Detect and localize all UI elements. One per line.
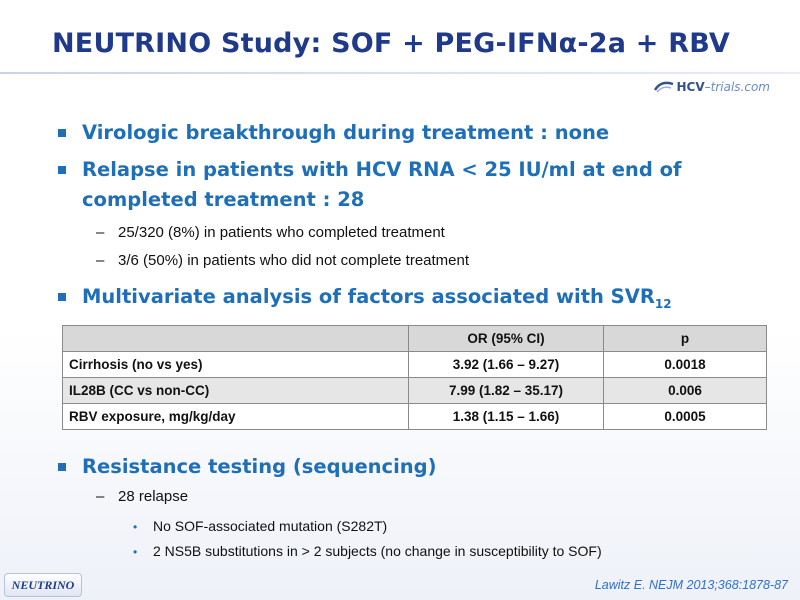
table-header-row: OR (95% CI) p [62,325,767,352]
slide-title: NEUTRINO Study: SOF + PEG-IFNα-2a + RBV [52,28,730,59]
bullet-multivariate: Multivariate analysis of factors associa… [58,282,758,319]
sub-bullet-completed: –25/320 (8%) in patients who completed t… [96,224,445,241]
table-cell: IL28B (CC vs non-CC) [62,377,409,404]
dot-bullet-icon: • [133,520,138,534]
sub-bullet-text: 28 relapse [118,488,189,505]
table-cell: 0.0018 [603,351,767,378]
table-cell: 3.92 (1.66 – 9.27) [408,351,604,378]
square-bullet-icon [58,463,66,471]
logo-dash: – [704,80,711,94]
logo-swoosh-icon [653,81,673,93]
table-cell: 0.006 [603,377,767,404]
table-cell: Cirrhosis (no vs yes) [62,351,409,378]
bullet-text: Multivariate analysis of factors associa… [82,285,655,308]
table-cell: 7.99 (1.82 – 35.17) [408,377,604,404]
citation: Lawitz E. NEJM 2013;368:1878-87 [594,578,788,592]
logo-trials: trials.com [710,80,770,94]
dash-bullet-icon: – [96,488,105,505]
sub-sub-bullet-mutation: • No SOF-associated mutation (S282T) [133,518,387,534]
dot-bullet-icon: • [133,545,138,559]
table-cell: RBV exposure, mg/kg/day [62,403,409,430]
square-bullet-icon [58,166,66,174]
bullet-text-line2: completed treatment : 28 [82,188,365,211]
table-header-cell [62,325,409,352]
svr-subscript: 12 [654,296,672,311]
sub-bullet-text: 3/6 (50%) in patients who did not comple… [118,252,470,269]
sub-sub-bullet-substitutions: • 2 NS5B substitutions in > 2 subjects (n… [133,543,602,559]
bullet-text: Virologic breakthrough during treatment … [82,121,610,144]
sub-bullet-not-completed: –3/6 (50%) in patients who did not compl… [96,252,469,269]
sub-sub-bullet-text: 2 NS5B substitutions in > 2 subjects (no… [153,543,602,559]
sub-bullet-relapse: –28 relapse [96,488,188,505]
dash-bullet-icon: – [96,224,105,241]
bullet-text: Resistance testing (sequencing) [82,455,437,478]
table-header-cell: OR (95% CI) [408,325,604,352]
bullet-relapse: Relapse in patients with HCV RNA < 25 IU… [58,155,758,215]
table-cell: 1.38 (1.15 – 1.66) [408,403,604,430]
title-divider [0,72,800,74]
logo-hcv: HCV [676,80,705,94]
bullet-resistance: Resistance testing (sequencing) [58,452,758,482]
table-row: RBV exposure, mg/kg/day 1.38 (1.15 – 1.6… [62,403,767,430]
dash-bullet-icon: – [96,252,105,269]
multivariate-table: OR (95% CI) p Cirrhosis (no vs yes) 3.92… [62,325,767,430]
square-bullet-icon [58,129,66,137]
sub-sub-bullet-text: No SOF-associated mutation (S282T) [153,518,388,534]
table-row: Cirrhosis (no vs yes) 3.92 (1.66 – 9.27)… [62,351,767,378]
table-header-cell: p [603,325,767,352]
bullet-breakthrough: Virologic breakthrough during treatment … [58,118,758,148]
table-cell: 0.0005 [603,403,767,430]
sub-bullet-text: 25/320 (8%) in patients who completed tr… [118,224,445,241]
table-row: IL28B (CC vs non-CC) 7.99 (1.82 – 35.17)… [62,377,767,404]
hcv-trials-logo: HCV – trials.com [653,80,770,94]
bullet-text-line1: Relapse in patients with HCV RNA < 25 IU… [82,158,682,181]
study-badge: NEUTRINO [4,573,82,597]
square-bullet-icon [58,293,66,301]
